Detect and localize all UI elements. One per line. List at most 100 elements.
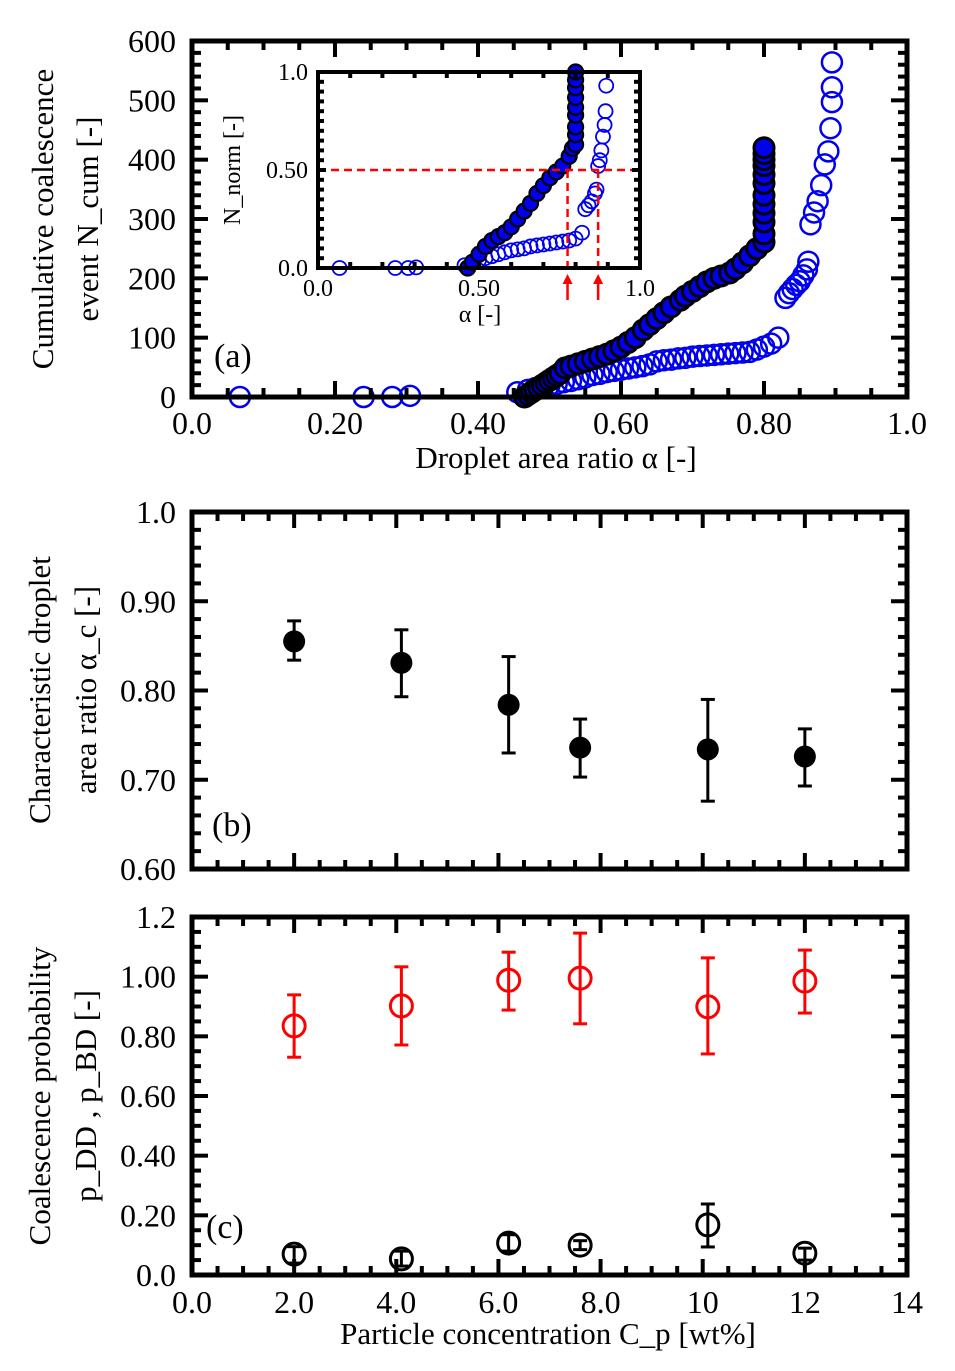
panel-b-plot-area — [283, 619, 816, 803]
p-dd-point — [567, 965, 593, 991]
open-blue-point — [731, 341, 754, 364]
p-dd-point — [388, 993, 414, 1019]
inset-y-tick-label: 0.0 — [278, 256, 308, 282]
alpha-c-point — [569, 736, 592, 759]
inset-x-tick-label: 1.0 — [625, 276, 655, 302]
open-blue-point — [709, 343, 733, 366]
panel-c: 0.0 2.0 4.0 6.0 8.0 10 12 14 0.0 0.20 0.40 0.60 0.80… — [22, 899, 923, 1351]
open-blue-point — [788, 270, 811, 293]
panel-b: 0.60 0.70 0.80 0.90 1.0 (b) Characteristic d… — [22, 494, 910, 887]
y-tick-label: 0.40 — [120, 1138, 176, 1174]
open-blue-point — [616, 357, 640, 380]
y-tick-label: 0.90 — [120, 583, 176, 619]
inset-open-blue-point — [598, 77, 615, 94]
open-blue-point — [767, 326, 790, 349]
p-dd-point — [792, 968, 818, 994]
inset-open-blue-point — [597, 103, 614, 120]
open-blue-point — [781, 277, 804, 301]
open-blue-point — [820, 90, 844, 114]
p-bd-point — [388, 1246, 414, 1272]
x-tick-label: 0.20 — [307, 405, 363, 441]
inset-y-tick-label: 1.0 — [278, 60, 308, 86]
alpha-c-point — [793, 745, 816, 768]
panel-a: 0.0 0.50 1.00.00.501.0α [-]N_norm [-] 0.0 0… — [25, 23, 927, 475]
y-tick-label: 100 — [128, 320, 176, 356]
open-blue-point — [802, 201, 826, 224]
p-dd-point — [281, 1013, 307, 1039]
x-tick-label: 12 — [789, 1284, 821, 1320]
panel-b-ylabel-line1: Characteristic droplet — [22, 556, 57, 824]
panel-a-label: (a) — [214, 338, 252, 375]
x-tick-label: 2.0 — [274, 1284, 314, 1320]
y-tick-label: 300 — [128, 201, 176, 237]
y-tick-label: 1.0 — [136, 494, 176, 530]
inset-y-tick-label: 0.50 — [266, 158, 308, 184]
y-tick-label: 0 — [160, 379, 176, 415]
open-blue-point — [817, 140, 840, 163]
y-tick-label: 0.70 — [120, 762, 176, 798]
panel-c-ylabel-line2: p_DD , p_BD [-] — [68, 990, 103, 1202]
open-blue-point — [702, 343, 726, 367]
x-tick-label: 10 — [687, 1284, 719, 1320]
open-blue-point — [666, 347, 690, 370]
panel-b-ylabel-line2: area ratio α_c [-] — [68, 586, 103, 794]
alpha-c-point — [497, 693, 520, 716]
panel-c-plot-area — [281, 931, 818, 1272]
x-tick-label: 14 — [891, 1284, 923, 1320]
inset-x-tick-label: 0.0 — [303, 276, 333, 302]
open-blue-point — [799, 213, 822, 236]
y-tick-label: 0.80 — [120, 673, 176, 709]
panel-a-xlabel: Droplet area ratio α [-] — [415, 440, 696, 475]
open-blue-point — [688, 344, 711, 368]
x-tick-label: 0.80 — [736, 405, 792, 441]
open-blue-point — [806, 189, 829, 213]
p-bd-point — [496, 1230, 522, 1256]
panel-a-plot-area — [228, 51, 844, 409]
inset-arrow-head-icon — [562, 274, 573, 284]
alpha-c-point — [696, 738, 719, 761]
open-blue-point — [681, 345, 704, 368]
x-tick-label: 1.0 — [887, 405, 927, 441]
panel-a-ylabel-line1: Cumulative coalescence — [25, 69, 60, 369]
y-tick-label: 0.80 — [120, 1018, 176, 1054]
p-dd-point — [496, 967, 522, 993]
panel-a-inset: 0.0 0.50 1.0 0.0 0.50 1.0 α [-] N_norm [-] — [220, 60, 655, 328]
x-tick-label: 4.0 — [376, 1284, 416, 1320]
inset-open-blue-point — [591, 152, 608, 169]
inset-open-blue-point — [580, 197, 597, 214]
inset-open-blue-point — [588, 181, 605, 198]
inset-xlabel: α [-] — [459, 302, 502, 328]
inset-open-blue-point — [595, 128, 611, 145]
y-tick-label: 1.00 — [120, 959, 176, 995]
open-blue-point — [695, 344, 719, 367]
panel-b-frame — [189, 509, 910, 872]
x-tick-label: 0.0 — [172, 405, 212, 441]
open-blue-point — [809, 173, 833, 197]
open-blue-point — [795, 258, 819, 281]
x-tick-label: 6.0 — [478, 1284, 518, 1320]
p-dd-point — [695, 994, 721, 1020]
panel-a-ticks: 0.0 0.20 0.40 0.60 0.80 1.0 0 100 200 300 400 500 60… — [128, 23, 927, 441]
open-blue-point — [792, 264, 815, 287]
x-tick-label: 0.60 — [593, 405, 649, 441]
inset-open-blue-point — [561, 232, 578, 249]
open-blue-point — [674, 346, 697, 370]
open-blue-point — [624, 356, 647, 379]
y-tick-label: 0.20 — [120, 1197, 176, 1233]
x-tick-label: 0.0 — [172, 1284, 212, 1320]
y-tick-label: 500 — [128, 82, 176, 118]
panel-b-label: (b) — [212, 807, 252, 844]
panel-c-label: (c) — [206, 1209, 244, 1246]
open-blue-point — [797, 250, 820, 273]
open-blue-point — [820, 76, 844, 99]
open-blue-point — [645, 350, 668, 373]
y-tick-label: 200 — [128, 260, 176, 296]
y-tick-label: 400 — [128, 142, 176, 178]
open-blue-point — [813, 153, 837, 176]
alpha-c-point — [390, 651, 413, 674]
open-blue-point — [659, 348, 683, 371]
p-bd-point — [567, 1232, 593, 1258]
open-blue-point — [717, 342, 740, 365]
inset-arrow-head-icon — [593, 274, 604, 284]
y-tick-label: 600 — [128, 23, 176, 59]
